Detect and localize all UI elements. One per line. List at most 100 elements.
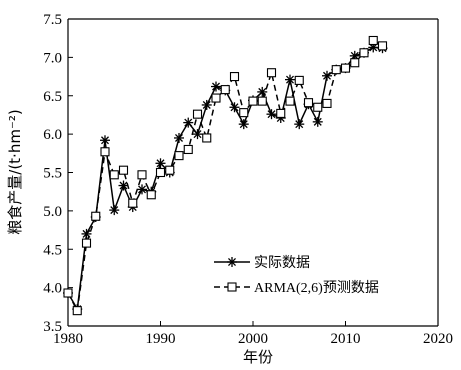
y-tick-label: 7.0 <box>43 50 62 66</box>
data-point-actual <box>81 228 92 239</box>
asterisk-stroke <box>110 206 119 215</box>
data-point-predicted <box>100 147 110 157</box>
data-point-predicted <box>276 108 286 118</box>
asterisk-stroke <box>119 181 128 190</box>
asterisk-stroke <box>175 133 183 142</box>
y-axis-title: 粮食产量/(t·hm⁻²) <box>6 109 24 234</box>
y-tick-label: 4.0 <box>43 281 62 297</box>
data-point-actual <box>312 116 323 127</box>
data-point-actual <box>174 132 184 143</box>
legend-label-2: ARMA(2,6)预测数据 <box>254 280 379 296</box>
data-point-predicted <box>118 165 129 175</box>
data-point-actual <box>285 74 295 85</box>
x-axis-title: 年份 <box>243 348 273 366</box>
axes: 1980 1990 2000 2010 2020 3.5 4.0 4.5 5.0 5.5 6.0 6.… <box>43 12 453 347</box>
y-tick-label: 6.5 <box>43 89 62 105</box>
data-point-predicted <box>377 41 388 51</box>
data-point-predicted <box>128 198 138 208</box>
data-point-actual <box>192 129 203 140</box>
data-point-actual <box>109 205 120 216</box>
y-tick-label: 4.5 <box>43 242 62 258</box>
legend-marker-predicted <box>227 282 237 292</box>
asterisk-stroke <box>267 110 276 119</box>
data-point-actual <box>100 135 110 146</box>
data-point-predicted <box>211 93 221 103</box>
data-point-predicted <box>72 306 82 316</box>
data-point-actual <box>155 158 166 169</box>
asterisk-stroke <box>212 82 220 91</box>
data-point-predicted <box>266 68 277 78</box>
data-point-actual <box>183 117 194 128</box>
data-point-predicted <box>331 65 341 75</box>
data-point-predicted <box>183 144 193 155</box>
data-point-actual <box>229 102 240 113</box>
data-point-predicted <box>63 288 73 298</box>
asterisk-stroke <box>286 75 294 84</box>
asterisk-stroke <box>350 51 359 60</box>
asterisk-stroke <box>184 118 193 127</box>
data-point-predicted <box>239 108 249 118</box>
y-tick-label: 3.5 <box>43 319 62 335</box>
series-2 <box>63 35 388 316</box>
y-tick-label: 5.0 <box>43 204 62 220</box>
asterisk-stroke <box>101 136 109 145</box>
data-point-predicted <box>322 98 332 108</box>
data-point-actual <box>368 42 379 53</box>
data-point-predicted <box>368 35 378 46</box>
x-tick-label: 1980 <box>53 331 83 347</box>
y-tick-label: 5.5 <box>43 166 62 182</box>
asterisk-stroke <box>258 87 267 96</box>
data-point-actual <box>201 99 212 110</box>
data-point-predicted <box>248 96 258 106</box>
asterisk-stroke <box>369 43 378 52</box>
x-tick-label: 2020 <box>423 331 453 347</box>
series-layer <box>63 35 388 316</box>
asterisk-stroke <box>295 120 304 129</box>
data-point-predicted <box>285 96 295 106</box>
data-point-predicted <box>359 48 369 58</box>
data-point-predicted <box>257 96 267 106</box>
data-point-predicted <box>146 190 156 200</box>
data-point-predicted <box>174 151 184 161</box>
data-point-predicted <box>340 63 351 73</box>
data-point-actual <box>211 81 221 92</box>
data-point-actual <box>238 119 249 130</box>
data-point-predicted <box>109 170 119 180</box>
data-point-predicted <box>81 238 92 248</box>
legend-label-1: 实际数据 <box>254 255 310 271</box>
asterisk-stroke <box>228 258 236 266</box>
x-tick-label: 2000 <box>238 331 268 347</box>
data-point-actual <box>349 50 360 61</box>
y-tick-label: 6.0 <box>43 127 62 143</box>
asterisk-stroke <box>156 159 165 168</box>
data-point-predicted <box>229 72 240 82</box>
data-point-predicted <box>303 98 314 108</box>
legend: 实际数据 ARMA(2,6)预测数据 <box>214 255 379 296</box>
data-point-predicted <box>137 170 147 180</box>
x-tick-label: 1990 <box>146 331 176 347</box>
asterisk-stroke <box>323 71 331 80</box>
data-point-actual <box>137 184 147 195</box>
asterisk-stroke <box>193 130 202 139</box>
asterisk-stroke <box>82 229 91 238</box>
data-point-actual <box>322 70 332 81</box>
asterisk-stroke <box>138 185 146 194</box>
data-point-predicted <box>202 133 212 143</box>
legend-marker-actual <box>227 257 237 267</box>
y-tick-label: 7.5 <box>43 12 62 28</box>
data-point-predicted <box>165 165 175 175</box>
data-point-predicted <box>192 109 203 119</box>
data-point-predicted <box>155 167 166 178</box>
data-point-actual <box>266 109 277 120</box>
data-point-predicted <box>220 85 230 95</box>
data-point-actual <box>294 119 305 130</box>
asterisk-stroke <box>239 120 248 129</box>
data-point-predicted <box>294 75 304 85</box>
data-point-predicted <box>350 58 360 68</box>
data-point-predicted <box>91 211 101 221</box>
data-point-actual <box>118 180 129 191</box>
data-point-predicted <box>313 102 323 112</box>
asterisk-stroke <box>230 103 239 112</box>
